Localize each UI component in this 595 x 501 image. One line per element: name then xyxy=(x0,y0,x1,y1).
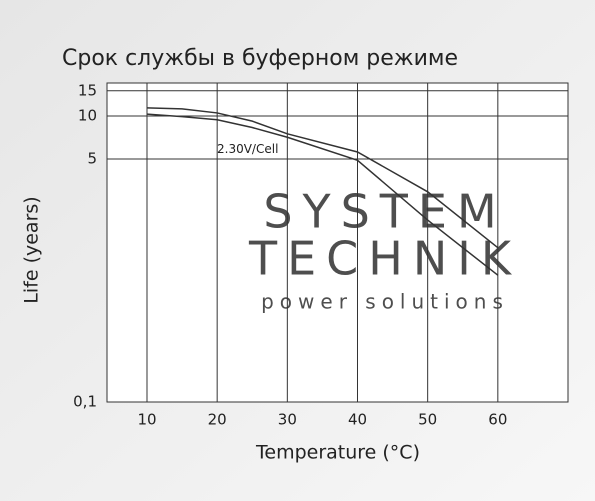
x-tick-label: 50 xyxy=(418,411,437,429)
x-tick-label: 60 xyxy=(488,411,507,429)
x-tick-label: 10 xyxy=(137,411,156,429)
y-tick-label: 15 xyxy=(78,81,97,99)
y-tick-label: 5 xyxy=(87,150,97,168)
x-tick-label: 20 xyxy=(208,411,227,429)
x-axis-label: Temperature (°C) xyxy=(255,442,420,464)
y-axis-label: Life (years) xyxy=(21,196,43,303)
annotation: 2.30V/Cell xyxy=(217,142,278,156)
x-tick-label: 40 xyxy=(348,411,367,429)
watermark: power solutions xyxy=(261,290,509,314)
data-line xyxy=(146,107,499,249)
watermark: SYSTEM xyxy=(263,185,506,239)
watermark: TECHNIK xyxy=(248,232,521,286)
x-tick-label: 30 xyxy=(278,411,297,429)
y-tick-label: 10 xyxy=(78,106,97,124)
chart-title: Срок службы в буферном режиме xyxy=(62,46,458,71)
y-tick-label: 0,1 xyxy=(73,393,97,411)
data-line xyxy=(146,113,499,276)
